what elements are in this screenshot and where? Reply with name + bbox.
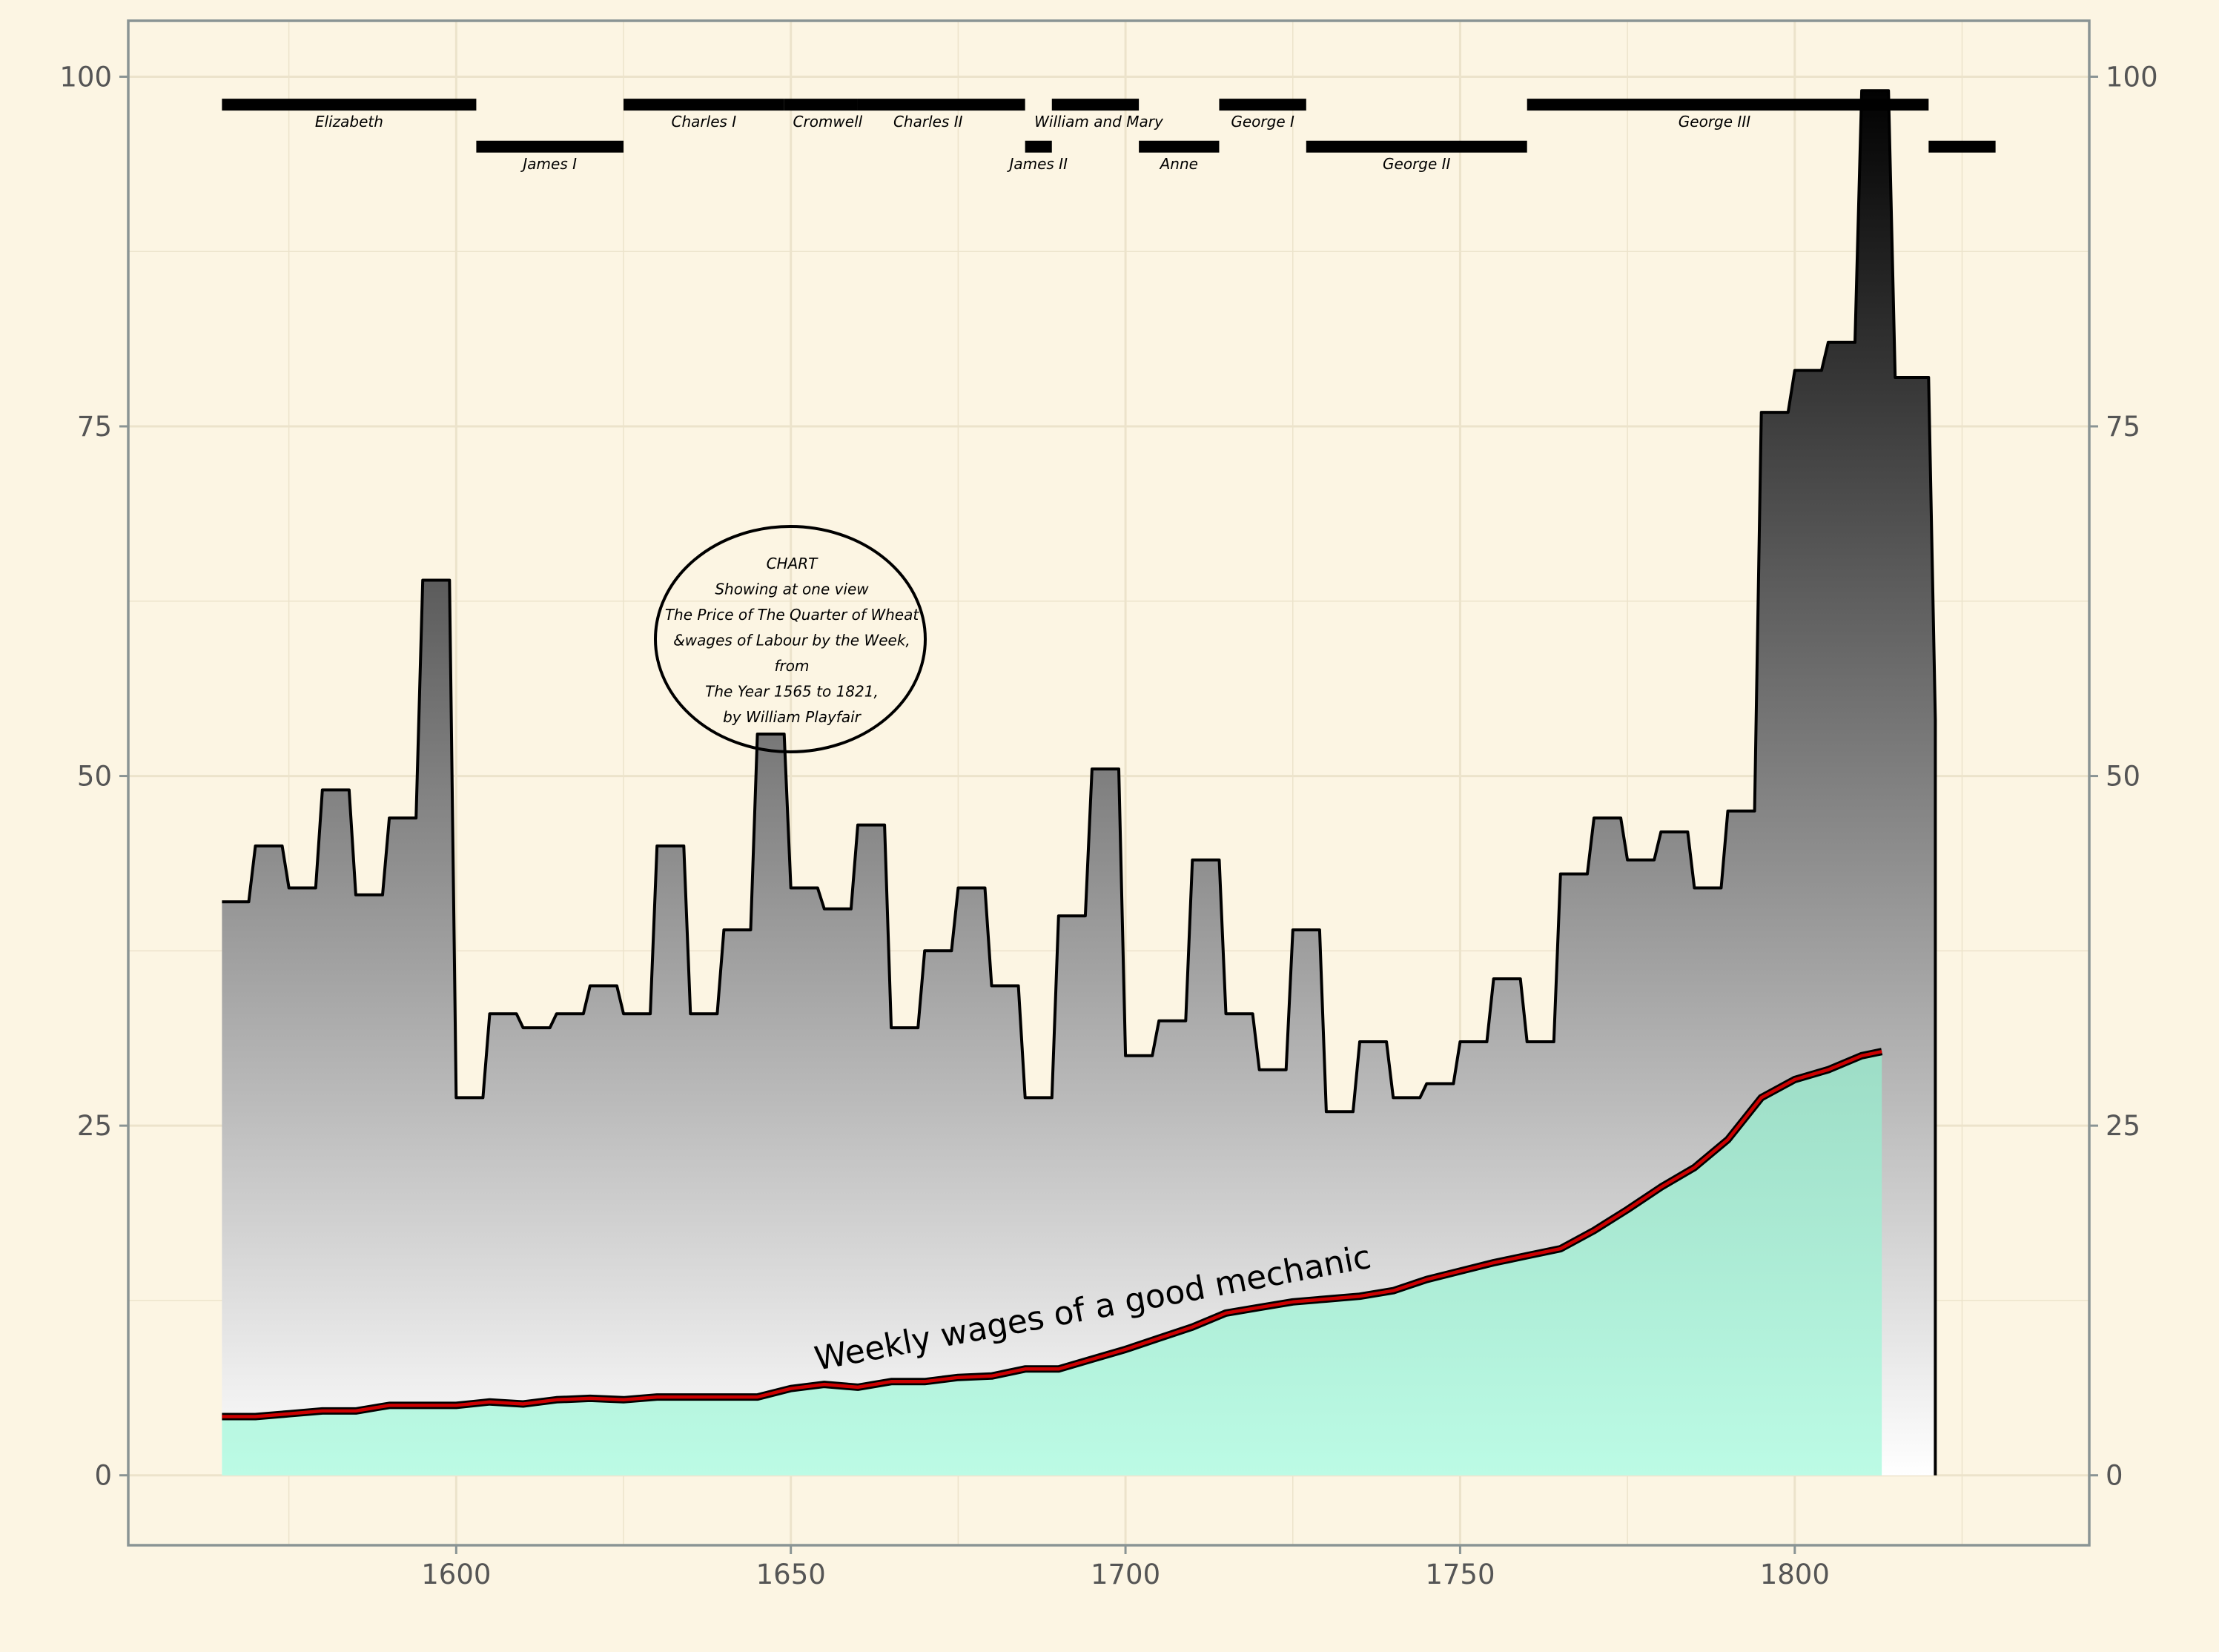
reign-label: George II	[1383, 155, 1451, 173]
wheat-price-series	[222, 89, 1937, 1476]
reign-label: Cromwell	[793, 113, 863, 130]
reign-label: Elizabeth	[315, 113, 383, 130]
reign-label: James II	[1006, 155, 1068, 173]
y-tick-label: 75	[77, 411, 112, 443]
reign-label: James I	[520, 155, 577, 173]
y-tick-label: 100	[59, 61, 112, 93]
title-ellipse	[654, 525, 927, 753]
x-tick-label: 1800	[1760, 1559, 1830, 1590]
plot-frame	[127, 19, 2091, 1547]
y-tick-label: 25	[77, 1110, 112, 1142]
y-tick-label-right: 75	[2106, 411, 2140, 443]
reign-label: Anne	[1159, 155, 1198, 173]
y-tick-label: 50	[77, 761, 112, 793]
reign-label: George I	[1231, 113, 1294, 130]
x-tick-label: 1750	[1425, 1559, 1495, 1590]
x-tick-label: 1650	[756, 1559, 826, 1590]
y-tick-label: 0	[94, 1460, 112, 1492]
y-tick-label-right: 50	[2106, 761, 2140, 793]
x-tick-label: 1600	[421, 1559, 491, 1590]
wages-line	[222, 1049, 1882, 1418]
title-line: Showing at one view	[715, 581, 869, 598]
title-line: The Year 1565 to 1821,	[705, 683, 879, 701]
axes: 0 0 25 25 50 50 75 75 100 100 1600 1650 1700 1750 1800	[59, 19, 2158, 1590]
reign-label: Charles II	[893, 113, 963, 130]
title-line: by William Playfair	[723, 708, 862, 726]
y-tick-label-right: 0	[2106, 1460, 2123, 1492]
y-tick-label-right: 25	[2106, 1110, 2140, 1142]
title-line: CHART	[767, 555, 819, 572]
wages-series	[222, 1048, 1883, 1476]
chart-title-cartouche: CHART Showing at one view The Price of The…	[654, 525, 927, 753]
title-line: &wages of Labour by the Week,	[673, 632, 910, 650]
reign-label: William and Mary	[1034, 113, 1164, 130]
reign-label: George III	[1679, 113, 1750, 130]
title-line: The Price of The Quarter of Wheat	[665, 606, 920, 624]
wheat-price-area	[222, 90, 1936, 1476]
y-tick-label-right: 100	[2106, 61, 2158, 93]
x-tick-label: 1700	[1091, 1559, 1160, 1590]
reign-label: Charles I	[672, 113, 737, 130]
title-line: from	[775, 657, 810, 675]
wages-area	[222, 1051, 1882, 1476]
monarch-reigns: Elizabeth James I Charles I Cromwell Charles…	[222, 99, 1996, 173]
wheat-price-line	[222, 89, 1937, 1476]
